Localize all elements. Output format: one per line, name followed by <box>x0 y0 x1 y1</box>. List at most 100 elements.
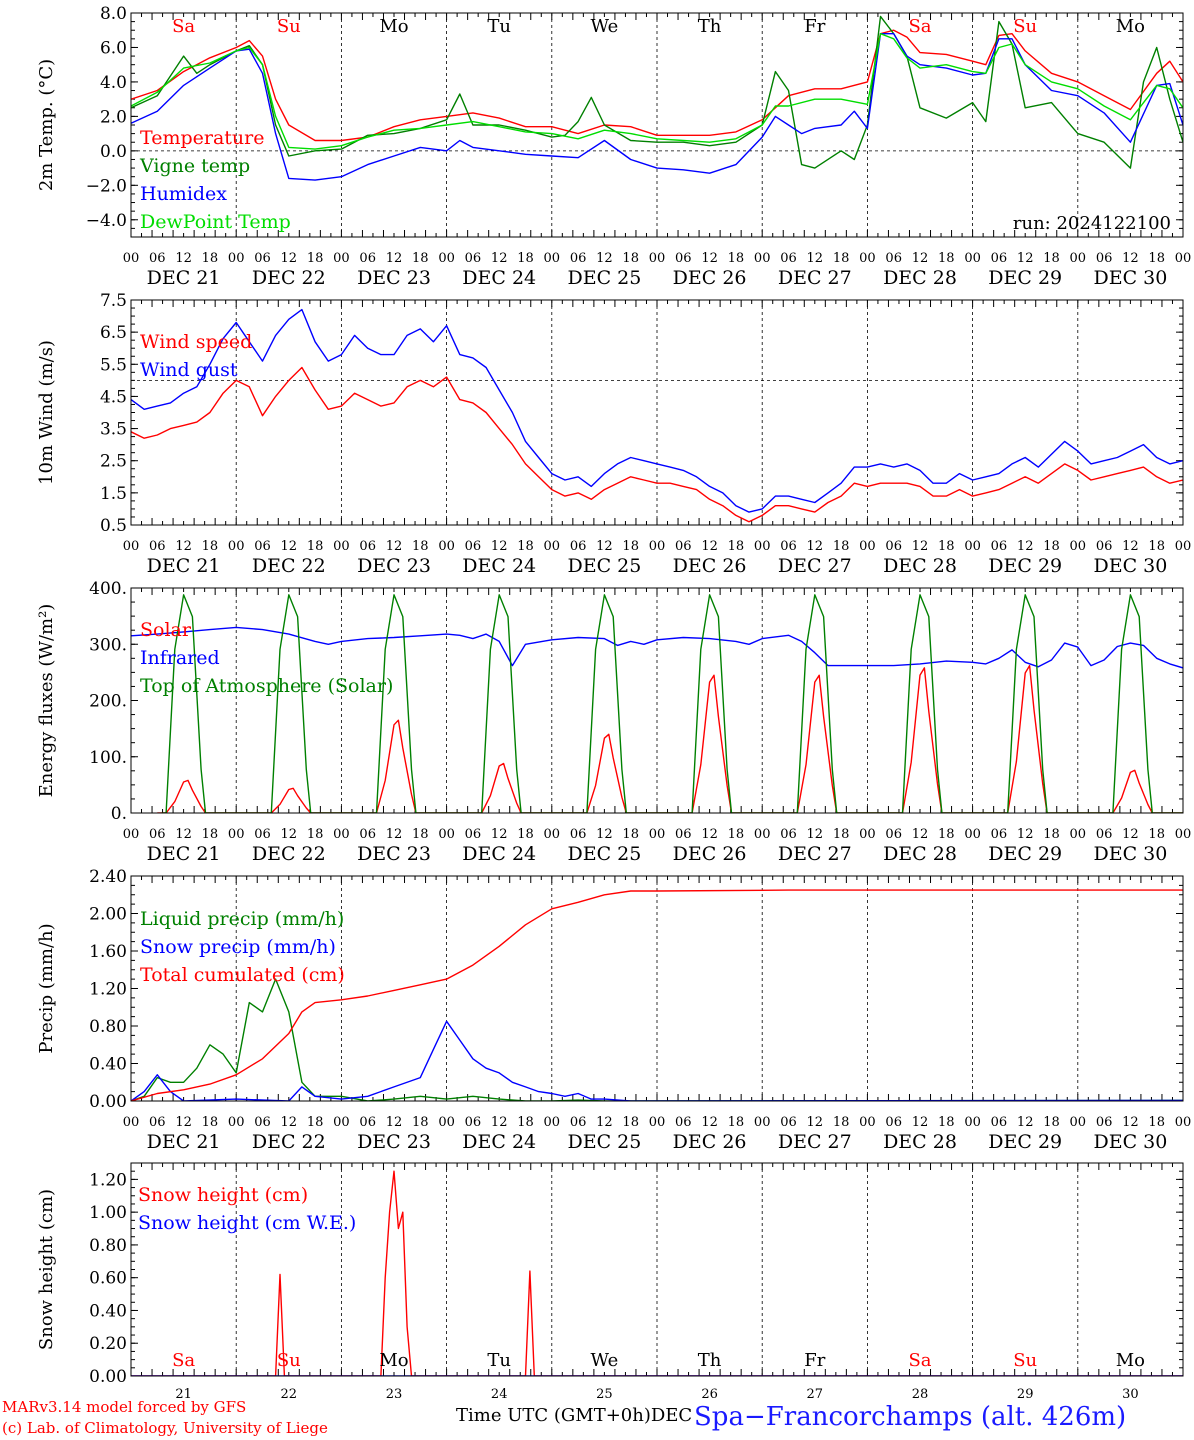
hour-tick: 06 <box>359 1115 376 1130</box>
hour-tick: 06 <box>780 251 797 266</box>
hour-tick: 12 <box>912 1115 929 1130</box>
day-label: Su <box>277 16 301 37</box>
hour-tick: 18 <box>728 1115 745 1130</box>
hour-tick: 00 <box>228 251 245 266</box>
hour-tick: 18 <box>1043 1115 1060 1130</box>
day-label: Tu <box>487 1350 511 1371</box>
hour-tick: 12 <box>596 827 613 842</box>
hour-tick: 18 <box>622 827 639 842</box>
hour-tick: 18 <box>728 827 745 842</box>
hour-tick: 00 <box>438 827 455 842</box>
temperature-panel: 8.0 6.0 4.0 2.0 0.0 −2.0 −4.0 2m Temp. (°C) Sa Su… <box>36 4 1192 289</box>
hour-tick: 06 <box>1096 251 1113 266</box>
hour-tick: 18 <box>412 1115 429 1130</box>
hour-tick: 00 <box>754 539 771 554</box>
day-number: 28 <box>912 1387 929 1402</box>
hour-tick: 12 <box>701 251 718 266</box>
hour-tick: 12 <box>175 539 192 554</box>
date-label: DEC 29 <box>988 555 1062 577</box>
legend-entry: Solar <box>140 619 192 641</box>
hour-tick: 00 <box>1070 251 1087 266</box>
hour-tick: 18 <box>517 251 534 266</box>
hour-tick: 18 <box>307 827 324 842</box>
date-label: DEC 21 <box>147 1131 221 1153</box>
series-infrared <box>131 626 1183 669</box>
hour-tick: 00 <box>438 539 455 554</box>
hour-tick: 06 <box>991 827 1008 842</box>
hour-tick: 12 <box>1017 539 1034 554</box>
y-tick-label: 0. <box>111 804 127 824</box>
date-label: DEC 23 <box>357 1131 431 1153</box>
y-tick-label: 0.0 <box>100 142 127 162</box>
hour-tick: 00 <box>1175 1115 1192 1130</box>
legend-entry: Snow precip (mm/h) <box>140 936 336 958</box>
hour-tick: 12 <box>1122 539 1139 554</box>
hour-tick: 12 <box>701 827 718 842</box>
y-tick-label: −4.0 <box>86 211 127 231</box>
hour-tick: 06 <box>885 827 902 842</box>
y-tick-label: 4.0 <box>100 73 127 93</box>
y-tick-label: 1.20 <box>89 980 127 1000</box>
hour-tick: 00 <box>754 1115 771 1130</box>
y-tick-label: 1.60 <box>89 942 127 962</box>
hour-tick: 12 <box>1122 251 1139 266</box>
hour-tick: 18 <box>1043 251 1060 266</box>
date-label: DEC 26 <box>673 843 747 865</box>
hour-tick: 18 <box>307 251 324 266</box>
day-number: 22 <box>281 1387 298 1402</box>
hour-tick: 06 <box>675 539 692 554</box>
date-label: DEC 24 <box>462 1131 536 1153</box>
hour-tick: 06 <box>465 1115 482 1130</box>
hour-tick: 00 <box>649 1115 666 1130</box>
day-label: Sa <box>172 16 195 37</box>
y-tick-label: 400. <box>89 579 127 599</box>
hour-tick: 00 <box>754 251 771 266</box>
hour-tick: 18 <box>833 539 850 554</box>
hour-tick: 12 <box>491 1115 508 1130</box>
y-tick-label: 8.0 <box>100 4 127 24</box>
hour-tick: 12 <box>281 539 298 554</box>
hour-tick: 18 <box>938 827 955 842</box>
hour-tick: 18 <box>622 251 639 266</box>
hour-tick: 06 <box>780 1115 797 1130</box>
hour-tick: 00 <box>1175 827 1192 842</box>
legend-entry: Humidex <box>140 183 227 205</box>
hour-tick: 06 <box>465 539 482 554</box>
run-annotation: run: 2024122100 <box>1013 213 1171 234</box>
hour-tick: 12 <box>175 251 192 266</box>
day-label: Th <box>698 16 722 37</box>
hour-tick: 06 <box>359 539 376 554</box>
date-label: DEC 26 <box>673 1131 747 1153</box>
hour-tick: 12 <box>807 827 824 842</box>
hour-tick: 06 <box>149 539 166 554</box>
date-label: DEC 24 <box>462 555 536 577</box>
hour-tick: 00 <box>1175 251 1192 266</box>
y-tick-label: 2.00 <box>89 905 127 925</box>
date-label: DEC 28 <box>883 555 957 577</box>
date-label: DEC 28 <box>883 267 957 289</box>
hour-tick: 06 <box>149 1115 166 1130</box>
hour-tick: 06 <box>570 827 587 842</box>
hour-tick: 06 <box>254 827 271 842</box>
hour-tick: 00 <box>333 1115 350 1130</box>
y-tick-label: 0.00 <box>89 1367 127 1387</box>
hour-tick: 00 <box>649 827 666 842</box>
date-label: DEC 26 <box>673 267 747 289</box>
date-label: DEC 22 <box>252 1131 326 1153</box>
hour-tick: 18 <box>833 827 850 842</box>
y-axis-title: 10m Wind (m/s) <box>36 340 57 485</box>
hour-tick: 12 <box>175 827 192 842</box>
date-label: DEC 25 <box>567 555 641 577</box>
day-label: Sa <box>908 16 931 37</box>
date-label: DEC 30 <box>1093 1131 1167 1153</box>
y-tick-label: 100. <box>89 748 127 768</box>
date-label: DEC 23 <box>357 267 431 289</box>
date-label: DEC 29 <box>988 843 1062 865</box>
hour-tick: 00 <box>123 1115 140 1130</box>
date-label: DEC 26 <box>673 555 747 577</box>
hour-tick: 06 <box>885 1115 902 1130</box>
day-label: Su <box>1013 16 1037 37</box>
date-label: DEC 24 <box>462 267 536 289</box>
day-label: Mo <box>379 1350 408 1371</box>
date-label: DEC 23 <box>357 843 431 865</box>
